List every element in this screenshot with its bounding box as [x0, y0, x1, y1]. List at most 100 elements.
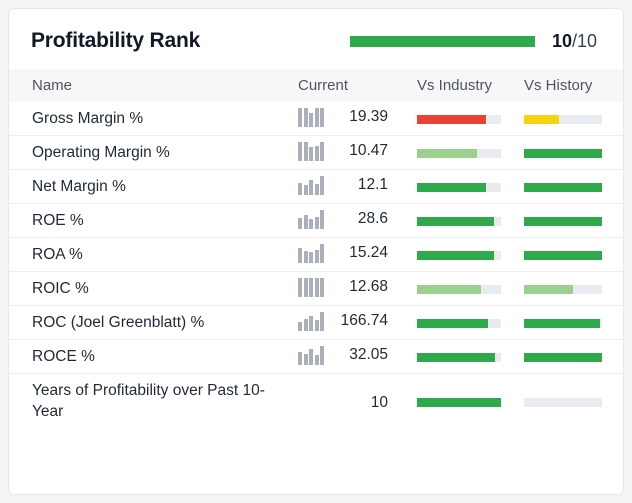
- sparkline-bar: [314, 250, 319, 263]
- sparkline-icon[interactable]: [298, 311, 324, 331]
- sparkline-bar: [298, 248, 302, 263]
- table-row[interactable]: ROC (Joel Greenblatt) % 166.74: [9, 306, 623, 340]
- vs-industry-bar[interactable]: [417, 115, 501, 124]
- vs-history-bar[interactable]: [524, 115, 602, 124]
- sparkline-bar: [314, 108, 319, 127]
- current-value: 15.24: [349, 244, 388, 261]
- vs-history-bar[interactable]: [524, 217, 602, 226]
- column-header-name[interactable]: Name: [32, 77, 73, 94]
- sparkline-icon[interactable]: [298, 175, 324, 195]
- vs-industry-bar-fill: [417, 398, 501, 407]
- column-header-vs-history[interactable]: Vs History: [524, 77, 593, 94]
- vs-history-bar[interactable]: [524, 251, 602, 260]
- sparkline-icon[interactable]: [298, 107, 324, 127]
- rank-progress-fill: [350, 36, 535, 47]
- vs-history-bar[interactable]: [524, 183, 602, 192]
- sparkline-icon[interactable]: [298, 277, 324, 297]
- sparkline-bar: [309, 278, 313, 297]
- sparkline-bar: [314, 355, 319, 365]
- sparkline-icon[interactable]: [298, 141, 324, 161]
- vs-history-bar[interactable]: [524, 353, 602, 362]
- vs-industry-bar-fill: [417, 251, 495, 260]
- vs-industry-bar[interactable]: [417, 251, 501, 260]
- rank-score-value: 10: [552, 31, 573, 51]
- sparkline-bar: [303, 142, 308, 161]
- vs-industry-bar[interactable]: [417, 183, 501, 192]
- vs-industry-bar[interactable]: [417, 285, 501, 294]
- vs-industry-bar[interactable]: [417, 149, 501, 158]
- sparkline-bar: [303, 278, 308, 297]
- table-header: Name Current Vs Industry Vs History: [9, 69, 623, 102]
- sparkline-bar: [320, 244, 324, 263]
- vs-industry-bar-fill: [417, 217, 495, 226]
- sparkline-icon[interactable]: [298, 345, 324, 365]
- sparkline-bar: [314, 320, 319, 331]
- current-value: 12.1: [357, 176, 388, 193]
- rank-score-max: /10: [572, 31, 598, 51]
- metric-name[interactable]: ROC (Joel Greenblatt) %: [32, 314, 205, 331]
- sparkline-bar: [309, 219, 313, 229]
- vs-history-bar[interactable]: [524, 319, 602, 328]
- metric-name[interactable]: ROCE %: [32, 348, 95, 365]
- vs-industry-bar-fill: [417, 353, 496, 362]
- vs-history-bar-fill: [524, 319, 600, 328]
- vs-industry-bar[interactable]: [417, 353, 501, 362]
- sparkline-bar: [298, 352, 302, 365]
- sparkline-icon[interactable]: [298, 209, 324, 229]
- sparkline-bar: [314, 278, 319, 297]
- table-row[interactable]: ROIC % 12.68: [9, 272, 623, 306]
- current-value: 28.6: [357, 210, 388, 227]
- sparkline-bar: [303, 185, 308, 195]
- vs-industry-bar[interactable]: [417, 319, 501, 328]
- sparkline-bar: [298, 142, 302, 161]
- sparkline-bar: [309, 349, 313, 365]
- metric-name[interactable]: Years of Profitability over Past 10-Year: [32, 382, 265, 420]
- sparkline-bar: [303, 251, 308, 263]
- metric-name[interactable]: ROA %: [32, 246, 83, 263]
- sparkline-bar: [298, 278, 302, 297]
- sparkline-bar: [303, 319, 308, 331]
- sparkline-bar: [314, 217, 319, 229]
- vs-history-bar-fill: [524, 285, 574, 294]
- vs-industry-bar-fill: [417, 285, 481, 294]
- vs-industry-bar[interactable]: [417, 217, 501, 226]
- metric-name[interactable]: Net Margin %: [32, 178, 126, 195]
- table-row[interactable]: ROCE % 32.05: [9, 340, 623, 374]
- metric-name[interactable]: ROIC %: [32, 280, 89, 297]
- vs-industry-bar-fill: [417, 149, 478, 158]
- table-row[interactable]: ROE % 28.6: [9, 204, 623, 238]
- vs-industry-bar-fill: [417, 319, 488, 328]
- card-title: Profitability Rank: [31, 29, 201, 52]
- current-value: 166.74: [340, 312, 388, 329]
- sparkline-bar: [298, 218, 302, 229]
- current-value: 19.39: [349, 108, 388, 125]
- sparkline-bar: [320, 312, 324, 331]
- metric-name[interactable]: Operating Margin %: [32, 144, 170, 161]
- column-header-vs-industry[interactable]: Vs Industry: [417, 77, 493, 94]
- vs-history-bar-fill: [524, 217, 602, 226]
- vs-history-bar[interactable]: [524, 398, 602, 407]
- sparkline-bar: [309, 316, 313, 331]
- vs-history-bar[interactable]: [524, 285, 602, 294]
- sparkline-bar: [309, 252, 313, 263]
- sparkline-bar: [298, 108, 302, 127]
- table-row[interactable]: Operating Margin % 10.47: [9, 136, 623, 170]
- sparkline-bar: [303, 215, 308, 229]
- vs-history-bar[interactable]: [524, 149, 602, 158]
- table-row[interactable]: Net Margin % 12.1: [9, 170, 623, 204]
- table-row[interactable]: Years of Profitability over Past 10-Year…: [9, 374, 623, 436]
- vs-industry-bar-fill: [417, 115, 486, 124]
- vs-industry-bar[interactable]: [417, 398, 501, 407]
- metric-name[interactable]: Gross Margin %: [32, 110, 144, 127]
- column-header-current[interactable]: Current: [298, 77, 349, 94]
- vs-history-bar-fill: [524, 115, 560, 124]
- table-row[interactable]: ROA % 15.24: [9, 238, 623, 272]
- table-row[interactable]: Gross Margin % 19.39: [9, 102, 623, 136]
- sparkline-bar: [320, 176, 324, 195]
- sparkline-bar: [320, 142, 324, 161]
- sparkline-bar: [309, 147, 313, 161]
- metric-name[interactable]: ROE %: [32, 212, 84, 229]
- sparkline-bar: [298, 183, 302, 195]
- sparkline-icon[interactable]: [298, 243, 324, 263]
- sparkline-bar: [303, 354, 308, 365]
